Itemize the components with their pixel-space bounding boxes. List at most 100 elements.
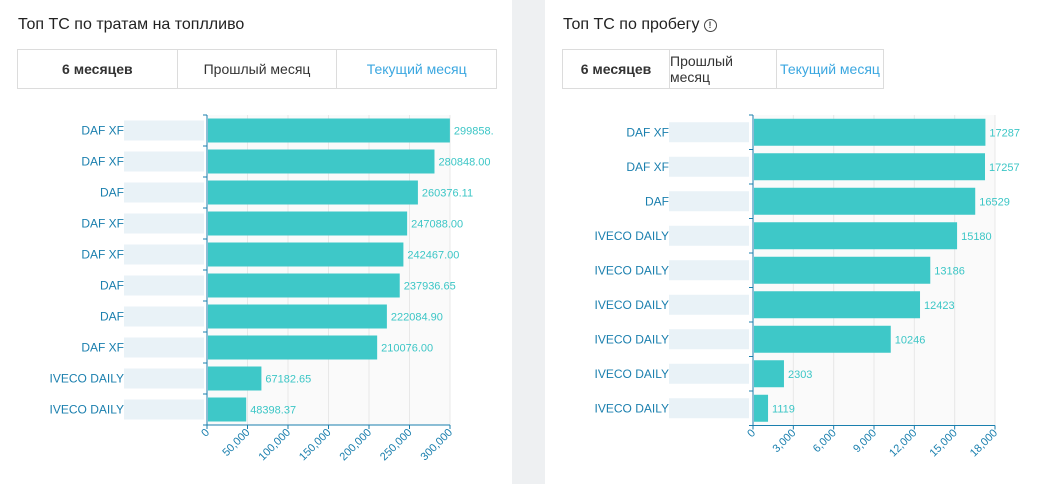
mileage-redacted-label — [669, 260, 749, 281]
mileage-value-label: 17287 — [989, 127, 1020, 139]
mileage-title-text: Топ ТС по пробегу — [563, 16, 700, 33]
fuel-redacted-label — [124, 399, 204, 420]
mileage-bar[interactable] — [754, 222, 958, 250]
mileage-x-tick-label: 0 — [745, 427, 758, 440]
fuel-redacted-label — [124, 244, 204, 265]
fuel-value-label: 67182.65 — [265, 374, 311, 386]
fuel-category-label: DAF — [100, 310, 124, 324]
fuel-bar[interactable] — [208, 242, 404, 267]
mileage-redacted-label — [669, 122, 749, 143]
mileage-tab-current-month[interactable]: Текущий месяц — [780, 61, 880, 77]
fuel-redacted-label — [124, 120, 204, 141]
fuel-x-tick-label: 250,000 — [378, 427, 415, 464]
mileage-bar[interactable] — [754, 118, 986, 146]
mileage-panel-title: Топ ТС по пробегу! — [563, 16, 717, 34]
fuel-value-label: 237936.65 — [404, 281, 456, 293]
mileage-x-tick-label: 15,000 — [928, 427, 960, 459]
info-circle-icon[interactable]: ! — [703, 19, 717, 32]
mileage-category-label: IVECO DAILY — [595, 332, 669, 346]
fuel-bar[interactable] — [208, 149, 435, 174]
fuel-value-label: 299858. — [454, 126, 494, 138]
mileage-x-tick-label: 9,000 — [851, 427, 879, 455]
fuel-tabs: 6 месяцев Прошлый месяц Текущий месяц — [17, 49, 497, 89]
mileage-value-label: 17257 — [989, 162, 1020, 174]
fuel-bar[interactable] — [208, 335, 378, 360]
mileage-value-label: 10246 — [895, 334, 926, 346]
fuel-value-label: 210076.00 — [381, 343, 433, 355]
mileage-value-label: 15180 — [961, 231, 992, 243]
fuel-category-label: DAF XF — [81, 124, 124, 138]
fuel-category-label: DAF — [100, 186, 124, 200]
mileage-bar[interactable] — [754, 187, 976, 215]
mileage-x-tick-label: 6,000 — [811, 427, 839, 455]
mileage-category-label: IVECO DAILY — [595, 367, 669, 381]
fuel-value-label: 247088.00 — [411, 219, 463, 231]
fuel-redacted-label — [124, 151, 204, 172]
mileage-category-label: IVECO DAILY — [595, 298, 669, 312]
fuel-category-label: IVECO DAILY — [50, 372, 124, 386]
fuel-bar[interactable] — [208, 118, 450, 143]
fuel-chart: DAF XF 299858. DAF XF 280848.00 DAF 260376.11… — [50, 114, 494, 464]
fuel-redacted-label — [124, 213, 204, 234]
mileage-redacted-label — [669, 156, 749, 177]
mileage-bar[interactable] — [754, 153, 986, 181]
mileage-bar[interactable] — [754, 291, 921, 319]
mileage-redacted-label — [669, 329, 749, 350]
mileage-tab-6-months[interactable]: 6 месяцев — [563, 50, 670, 88]
fuel-bar[interactable] — [208, 304, 387, 329]
mileage-x-tick-label: 18,000 — [968, 427, 1000, 459]
fuel-x-tick-label: 50,000 — [220, 427, 252, 459]
mileage-bar[interactable] — [754, 394, 769, 422]
fuel-panel: Топ ТС по тратам на топлливо 6 месяцев П… — [0, 0, 512, 484]
mileage-bar[interactable] — [754, 256, 931, 284]
fuel-category-label: DAF XF — [81, 217, 124, 231]
mileage-category-label: DAF — [645, 194, 669, 208]
fuel-tab-6-months[interactable]: 6 месяцев — [18, 50, 178, 88]
fuel-x-tick-label: 150,000 — [297, 427, 334, 464]
mileage-tabs: 6 месяцев Прошлый месяц Текущий месяц — [562, 49, 884, 89]
mileage-redacted-label — [669, 225, 749, 246]
fuel-x-tick-label: 100,000 — [257, 427, 294, 464]
mileage-x-tick-label: 3,000 — [771, 427, 799, 455]
fuel-value-label: 48398.37 — [250, 405, 296, 417]
fuel-category-label: DAF XF — [81, 341, 124, 355]
fuel-category-label: DAF — [100, 279, 124, 293]
mileage-value-label: 2303 — [788, 369, 812, 381]
mileage-tab-last-month[interactable]: Прошлый месяц — [670, 50, 777, 88]
fuel-tab-last-month[interactable]: Прошлый месяц — [178, 50, 338, 88]
fuel-bar[interactable] — [208, 211, 408, 236]
mileage-category-label: DAF XF — [626, 125, 669, 139]
fuel-redacted-label — [124, 275, 204, 296]
mileage-redacted-label — [669, 294, 749, 315]
fuel-redacted-label — [124, 337, 204, 358]
mileage-value-label: 12423 — [924, 300, 955, 312]
mileage-bar[interactable] — [754, 325, 891, 353]
mileage-value-label: 16529 — [979, 196, 1010, 208]
fuel-category-label: IVECO DAILY — [50, 403, 124, 417]
fuel-bar[interactable] — [208, 397, 247, 422]
mileage-category-label: IVECO DAILY — [595, 263, 669, 277]
fuel-redacted-label — [124, 368, 204, 389]
fuel-bar[interactable] — [208, 366, 262, 391]
fuel-category-label: DAF XF — [81, 248, 124, 262]
mileage-redacted-label — [669, 191, 749, 212]
fuel-bar[interactable] — [208, 180, 418, 205]
fuel-value-label: 260376.11 — [422, 188, 473, 200]
mileage-redacted-label — [669, 398, 749, 419]
mileage-category-label: DAF XF — [626, 160, 669, 174]
fuel-panel-title: Топ ТС по тратам на топлливо — [18, 16, 245, 33]
fuel-tab-current-month[interactable]: Текущий месяц — [366, 61, 467, 77]
fuel-value-label: 222084.90 — [391, 312, 443, 324]
fuel-x-tick-label: 0 — [199, 427, 212, 440]
mileage-value-label: 1119 — [772, 403, 795, 415]
mileage-panel: Топ ТС по пробегу! 6 месяцев Прошлый мес… — [545, 0, 1059, 484]
fuel-x-tick-label: 200,000 — [338, 427, 375, 464]
mileage-value-label: 13186 — [934, 265, 965, 277]
mileage-category-label: IVECO DAILY — [595, 229, 669, 243]
fuel-value-label: 242467.00 — [407, 250, 459, 262]
fuel-redacted-label — [124, 182, 204, 203]
fuel-bar[interactable] — [208, 273, 400, 298]
mileage-x-tick-label: 12,000 — [887, 427, 919, 459]
mileage-bar[interactable] — [754, 360, 784, 388]
fuel-value-label: 280848.00 — [438, 157, 490, 169]
